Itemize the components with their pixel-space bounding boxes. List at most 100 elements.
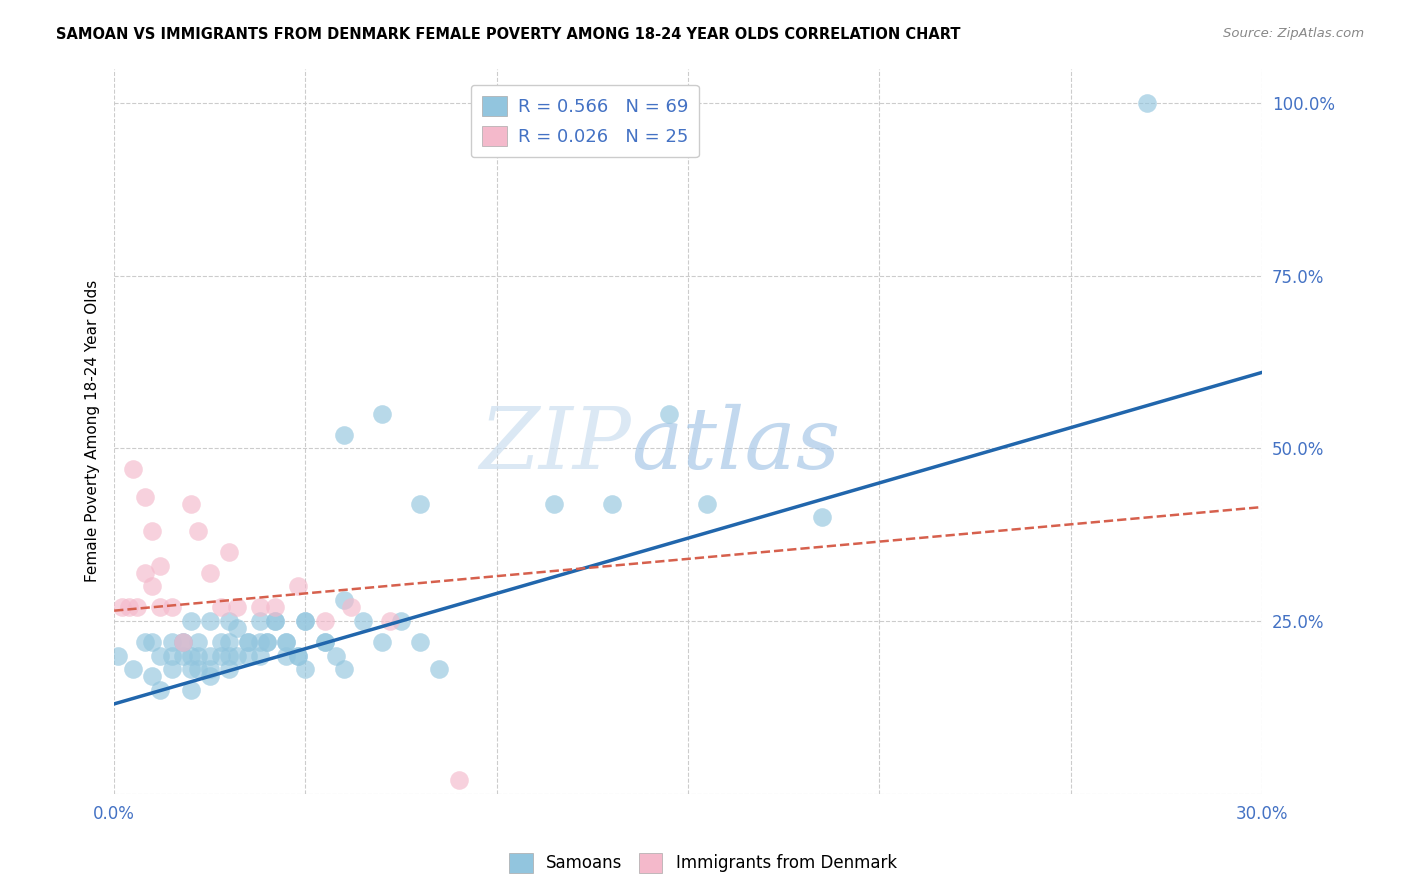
Point <box>264 600 287 615</box>
Text: atlas: atlas <box>631 404 839 487</box>
Point <box>225 648 247 663</box>
Point <box>149 558 172 573</box>
Point <box>218 648 240 663</box>
Point <box>209 600 232 615</box>
Point <box>141 634 163 648</box>
Point <box>218 634 240 648</box>
Point <box>172 634 194 648</box>
Point <box>209 648 232 663</box>
Point <box>180 662 202 676</box>
Point <box>149 648 172 663</box>
Point <box>294 614 316 628</box>
Legend: R = 0.566   N = 69, R = 0.026   N = 25: R = 0.566 N = 69, R = 0.026 N = 25 <box>471 85 699 157</box>
Point <box>256 634 278 648</box>
Point <box>172 634 194 648</box>
Point <box>264 614 287 628</box>
Point <box>122 662 145 676</box>
Point <box>332 593 354 607</box>
Point <box>371 407 394 421</box>
Point <box>276 634 298 648</box>
Point <box>352 614 374 628</box>
Point <box>209 634 232 648</box>
Text: Source: ZipAtlas.com: Source: ZipAtlas.com <box>1223 27 1364 40</box>
Point <box>149 600 172 615</box>
Point <box>198 669 221 683</box>
Point <box>122 462 145 476</box>
Point <box>187 524 209 539</box>
Point <box>111 600 134 615</box>
Legend: Samoans, Immigrants from Denmark: Samoans, Immigrants from Denmark <box>502 847 904 880</box>
Point <box>134 634 156 648</box>
Point <box>172 648 194 663</box>
Point <box>127 600 149 615</box>
Point <box>187 662 209 676</box>
Point <box>107 648 129 663</box>
Point <box>236 648 259 663</box>
Point <box>378 614 401 628</box>
Text: SAMOAN VS IMMIGRANTS FROM DENMARK FEMALE POVERTY AMONG 18-24 YEAR OLDS CORRELATI: SAMOAN VS IMMIGRANTS FROM DENMARK FEMALE… <box>56 27 960 42</box>
Point <box>249 648 271 663</box>
Point <box>249 600 271 615</box>
Point <box>409 634 432 648</box>
Point <box>198 566 221 580</box>
Point <box>325 648 347 663</box>
Point <box>180 497 202 511</box>
Point <box>225 600 247 615</box>
Point <box>187 648 209 663</box>
Point <box>134 490 156 504</box>
Point <box>276 634 298 648</box>
Point <box>1136 96 1159 111</box>
Point <box>198 648 221 663</box>
Point <box>141 579 163 593</box>
Text: ZIP: ZIP <box>479 404 631 487</box>
Point <box>160 648 183 663</box>
Point <box>811 510 834 524</box>
Point <box>249 634 271 648</box>
Point <box>198 614 221 628</box>
Point <box>264 614 287 628</box>
Point <box>218 545 240 559</box>
Point <box>172 634 194 648</box>
Point <box>287 579 309 593</box>
Point <box>314 614 336 628</box>
Point <box>160 634 183 648</box>
Point <box>276 648 298 663</box>
Point <box>149 683 172 698</box>
Point <box>180 648 202 663</box>
Point <box>314 634 336 648</box>
Point <box>389 614 412 628</box>
Point <box>294 662 316 676</box>
Point <box>294 614 316 628</box>
Point <box>180 614 202 628</box>
Point <box>256 634 278 648</box>
Point <box>160 662 183 676</box>
Y-axis label: Female Poverty Among 18-24 Year Olds: Female Poverty Among 18-24 Year Olds <box>86 280 100 582</box>
Point <box>236 634 259 648</box>
Point <box>287 648 309 663</box>
Point <box>118 600 141 615</box>
Point <box>696 497 718 511</box>
Point <box>198 662 221 676</box>
Point <box>340 600 363 615</box>
Point <box>249 614 271 628</box>
Point <box>141 669 163 683</box>
Point <box>429 662 451 676</box>
Point <box>409 497 432 511</box>
Point <box>218 614 240 628</box>
Point <box>141 524 163 539</box>
Point <box>287 648 309 663</box>
Point <box>447 772 470 787</box>
Point <box>225 621 247 635</box>
Point <box>134 566 156 580</box>
Point <box>332 427 354 442</box>
Point <box>543 497 565 511</box>
Point <box>658 407 681 421</box>
Point <box>160 600 183 615</box>
Point <box>180 683 202 698</box>
Point <box>187 634 209 648</box>
Point <box>314 634 336 648</box>
Point <box>218 662 240 676</box>
Point <box>371 634 394 648</box>
Point <box>236 634 259 648</box>
Point <box>332 662 354 676</box>
